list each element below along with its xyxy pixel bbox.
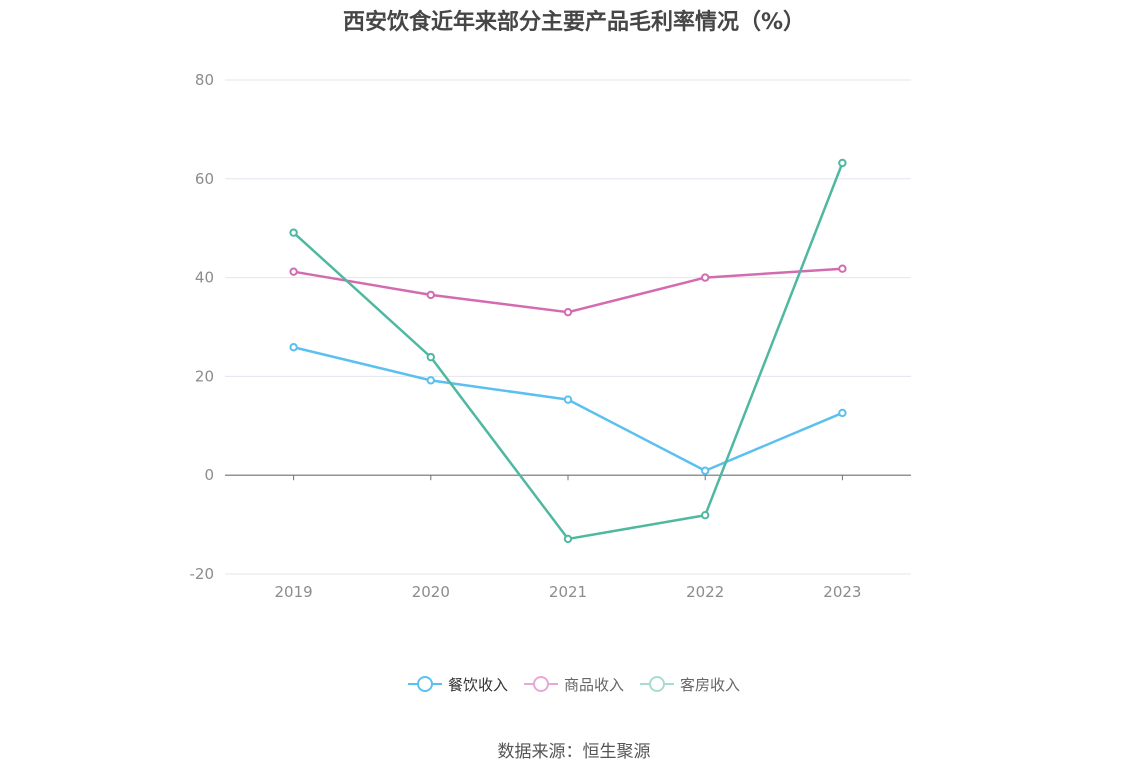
data-point xyxy=(838,408,847,418)
legend-marker-icon xyxy=(407,673,442,695)
data-point xyxy=(701,511,710,520)
data-point xyxy=(426,376,435,385)
y-tick-label: 20 xyxy=(195,367,214,385)
x-tick-label: 2020 xyxy=(412,583,450,601)
y-tick-label: -20 xyxy=(190,565,215,583)
series-lines xyxy=(289,158,847,544)
legend-label: 客房收入 xyxy=(680,675,741,694)
y-tick-label: 60 xyxy=(195,170,214,188)
data-point xyxy=(563,395,573,404)
grid-lines xyxy=(225,79,911,575)
legend-marker-icon xyxy=(640,673,674,695)
series-line xyxy=(292,162,844,541)
legend-label: 餐饮收入 xyxy=(447,675,508,694)
x-tick-label: 2022 xyxy=(686,583,724,601)
data-point xyxy=(289,343,298,352)
series-line xyxy=(293,346,843,473)
source-note: 数据来源：恒生聚源 xyxy=(497,742,651,762)
data-point xyxy=(701,466,710,475)
y-tick-label: 80 xyxy=(195,71,214,89)
data-point xyxy=(563,534,573,544)
data-point xyxy=(426,352,435,362)
legend: 餐饮收入 商品收入 客房收入 xyxy=(0,673,1148,695)
legend-marker-icon xyxy=(523,673,558,695)
data-point xyxy=(701,273,710,282)
y-tick-label: 0 xyxy=(204,466,214,484)
axes: 80 60 40 20 0 -20 2019 2020 2021 2022 2023 xyxy=(190,71,911,601)
line-chart: 80 60 40 20 0 -20 2019 2020 2021 2022 2023 xyxy=(190,71,911,601)
y-tick-label: 40 xyxy=(195,269,214,287)
data-point xyxy=(289,267,298,276)
data-point xyxy=(838,264,847,273)
data-point xyxy=(289,228,298,237)
x-tick-label: 2021 xyxy=(549,583,587,601)
legend-item-catering[interactable]: 餐饮收入 xyxy=(407,673,508,695)
x-tick-label: 2019 xyxy=(275,583,313,601)
data-point xyxy=(563,307,573,317)
legend-label: 商品收入 xyxy=(563,675,624,694)
legend-item-merchandise[interactable]: 商品收入 xyxy=(523,673,624,695)
legend-item-rooms[interactable]: 客房收入 xyxy=(640,673,740,695)
x-tick-label: 2023 xyxy=(823,583,861,601)
chart-title: 西安饮食近年来部分主要产品毛利率情况（%） xyxy=(342,10,806,35)
data-point xyxy=(838,158,847,168)
data-point xyxy=(426,290,435,300)
